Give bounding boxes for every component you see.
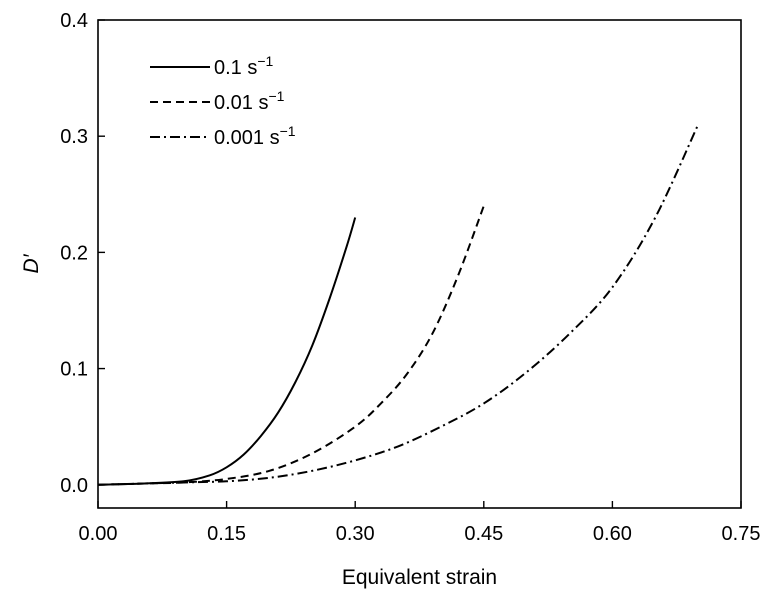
axis-layer: 0.00 0.15 0.30 0.45 0.60 0.75 0.0 0.1 0.2 0.3 0.4 xyxy=(60,10,760,545)
plot-layer xyxy=(97,124,700,486)
series-line-0.01-s xyxy=(97,205,485,486)
legend-label-0.01-exponent: −1 xyxy=(268,88,284,104)
y-tick-label: 0.0 xyxy=(60,475,88,497)
legend-label-0.01: 0.01 s−1 xyxy=(214,88,285,114)
series-line-0.001-s xyxy=(97,124,700,486)
x-tick-label: 0.75 xyxy=(722,523,761,545)
legend-label-0.001-name: 0.001 s xyxy=(214,127,280,149)
x-axis-title: Equivalent strain xyxy=(342,566,497,589)
x-tick-label: 0.00 xyxy=(79,523,118,545)
legend-label-0.1: 0.1 s−1 xyxy=(214,53,274,79)
x-tick-label: 0.15 xyxy=(207,523,246,545)
y-tick-label: 0.3 xyxy=(60,126,88,148)
y-axis-title: D′ xyxy=(20,253,43,273)
x-tick-label: 0.30 xyxy=(336,523,375,545)
x-tick-label: 0.60 xyxy=(593,523,632,545)
legend-label-0.1-exponent: −1 xyxy=(257,53,273,69)
legend-label-0.1-name: 0.1 s xyxy=(214,57,257,79)
legend-label-0.001-exponent: −1 xyxy=(280,123,296,139)
x-tick-label: 0.45 xyxy=(464,523,503,545)
y-tick-label: 0.1 xyxy=(60,359,88,381)
legend-label-0.01-name: 0.01 s xyxy=(214,92,268,114)
y-tick-label: 0.2 xyxy=(60,242,88,264)
plot-frame xyxy=(97,19,742,509)
legend-label-0.001: 0.001 s−1 xyxy=(214,123,296,149)
series-line-0.1-s xyxy=(97,217,357,486)
legend: 0.1 s−1 0.01 s−1 0.001 s−1 xyxy=(150,53,296,149)
y-tick-label: 0.4 xyxy=(60,10,88,32)
